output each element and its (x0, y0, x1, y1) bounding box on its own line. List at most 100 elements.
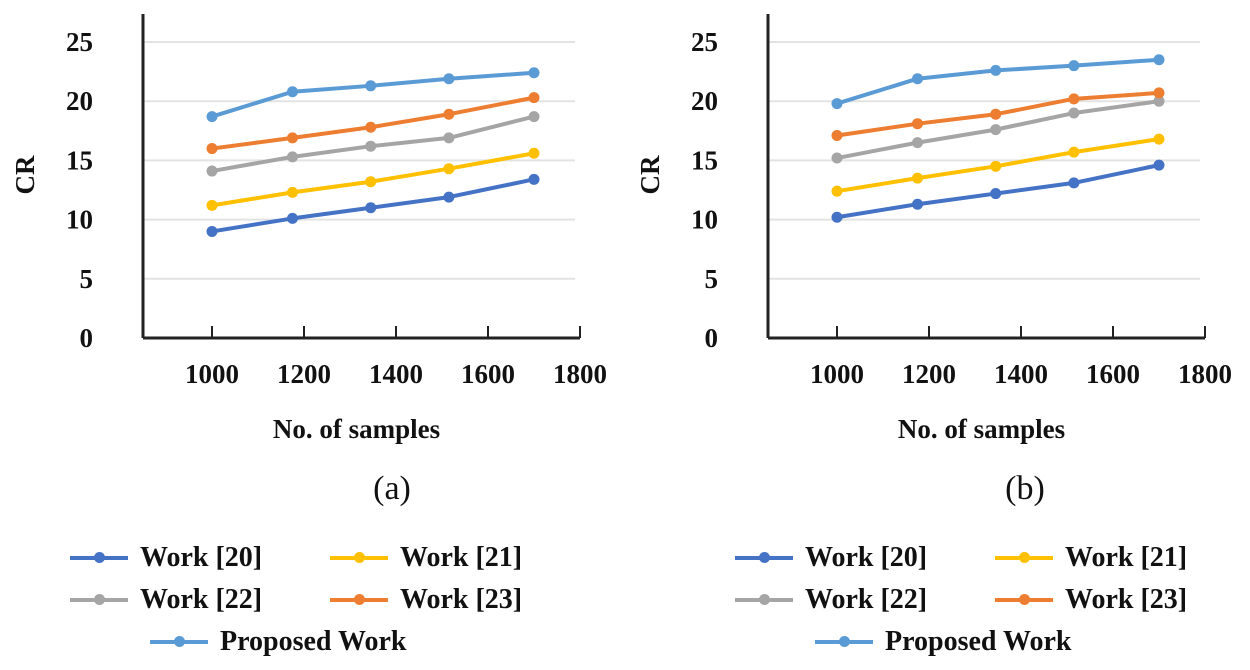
legend-swatch (735, 594, 793, 605)
y-axis-title: CR (635, 155, 665, 194)
y-tick-label: 10 (66, 205, 93, 235)
x-tick-label: 1400 (369, 359, 423, 389)
data-point-2-0 (831, 152, 843, 164)
data-point-2-4 (528, 111, 540, 123)
data-point-0-3 (1068, 177, 1080, 189)
legend-label: Proposed Work (885, 626, 1072, 657)
legend-swatch (995, 594, 1053, 605)
data-point-3-2 (365, 121, 377, 133)
legend-b: Work [20] Work [21] Work [22] Work [23] … (725, 530, 1250, 670)
data-point-3-1 (912, 118, 923, 130)
data-point-4-4 (528, 67, 540, 79)
data-point-2-1 (912, 137, 923, 149)
data-point-4-2 (365, 80, 377, 92)
legend-item-work-22: Work [22] (735, 582, 927, 618)
legend-swatch (735, 552, 793, 563)
y-tick-label: 20 (691, 86, 718, 116)
data-point-1-3 (1068, 146, 1080, 158)
legend-swatch (815, 636, 873, 647)
data-point-3-3 (1068, 93, 1080, 105)
x-tick-label: 1400 (994, 359, 1048, 389)
x-tick-label: 1600 (461, 359, 515, 389)
y-tick-label: 20 (66, 86, 93, 116)
y-tick-label: 25 (66, 27, 93, 57)
x-tick-label: 1200 (902, 359, 956, 389)
data-point-0-0 (206, 225, 218, 237)
chart-panel-b: 1000 1200 1400 1600 1800 0 5 10 15 20 25 No. of sam… (625, 0, 1250, 670)
legend-item-work-20: Work [20] (70, 540, 262, 576)
data-point-3-4 (1153, 87, 1165, 99)
data-point-3-2 (990, 108, 1002, 120)
data-point-3-0 (831, 130, 843, 142)
data-point-2-4 (1153, 95, 1165, 107)
legend-swatch (330, 552, 388, 563)
legend-label: Proposed Work (220, 626, 407, 657)
y-tick-label: 25 (691, 27, 718, 57)
data-point-0-2 (990, 188, 1002, 200)
data-point-1-4 (1153, 133, 1165, 145)
data-point-1-2 (365, 176, 377, 188)
data-point-0-1 (912, 198, 923, 210)
data-point-4-2 (990, 64, 1002, 76)
data-point-4-1 (912, 73, 923, 85)
data-point-2-3 (443, 132, 455, 144)
y-tick-label: 5 (80, 264, 94, 294)
legend-label: Work [21] (1065, 542, 1188, 573)
data-point-4-1 (287, 86, 298, 98)
legend-swatch (70, 552, 128, 563)
data-point-1-1 (912, 172, 923, 184)
data-point-2-0 (206, 165, 218, 177)
x-tick-label: 1800 (1178, 359, 1232, 389)
legend-item-work-21: Work [21] (330, 540, 522, 576)
legend-item-work-22: Work [22] (70, 582, 262, 618)
data-point-1-4 (528, 147, 540, 159)
legend-swatch (70, 594, 128, 605)
data-point-1-0 (206, 199, 218, 211)
series-line-4 (211, 70, 535, 119)
data-point-0-1 (287, 212, 298, 224)
y-axis-title: CR (10, 155, 40, 194)
x-tick-label: 1600 (1086, 359, 1140, 389)
data-point-0-4 (528, 173, 540, 185)
panel-caption-a: (a) (373, 470, 411, 507)
data-point-3-1 (287, 132, 298, 144)
y-tick-label: 10 (691, 205, 718, 235)
legend-label: Work [20] (805, 542, 928, 573)
line-chart-b: 1000 1200 1400 1600 1800 0 5 10 15 20 25 No. of sam… (635, 14, 1232, 444)
data-point-0-0 (831, 211, 843, 223)
legend-item-proposed-work: Proposed Work (815, 624, 1071, 660)
chart-panel-a: 1000 1200 1400 1600 1800 0 5 10 15 20 25 No. of sam… (10, 14, 607, 660)
legend-label: Work [20] (140, 542, 263, 573)
data-point-4-3 (443, 73, 455, 85)
x-tick-label: 1000 (185, 359, 239, 389)
data-point-1-2 (990, 160, 1002, 172)
data-point-0-3 (443, 191, 455, 203)
y-tick-label: 15 (691, 145, 718, 175)
panel-caption-b: (b) (1005, 470, 1045, 507)
data-point-4-3 (1068, 60, 1080, 72)
data-point-0-4 (1153, 159, 1165, 171)
legend-item-proposed-work: Proposed Work (150, 624, 406, 660)
data-point-2-2 (365, 140, 377, 152)
legend-item-work-21: Work [21] (995, 540, 1187, 576)
x-tick-label: 1800 (553, 359, 607, 389)
legend-swatch (995, 552, 1053, 563)
data-point-0-2 (365, 202, 377, 214)
data-point-3-4 (528, 92, 540, 104)
legend-swatch (330, 594, 388, 605)
legend-item-work-23: Work [23] (330, 582, 522, 618)
data-point-4-4 (1153, 54, 1165, 66)
y-tick-label: 0 (705, 323, 719, 353)
legend-label: Work [23] (400, 584, 523, 615)
x-axis-title: No. of samples (898, 414, 1065, 444)
data-point-2-1 (287, 151, 298, 163)
legend-label: Work [21] (400, 542, 523, 573)
data-point-4-0 (831, 98, 843, 110)
legend-label: Work [22] (805, 584, 928, 615)
data-point-1-1 (287, 186, 298, 198)
line-chart-a: 1000 1200 1400 1600 1800 0 5 10 15 20 25 No. of sam… (10, 14, 607, 444)
legend-swatch (150, 636, 208, 647)
y-tick-label: 0 (80, 323, 94, 353)
data-point-1-3 (443, 163, 455, 175)
data-point-3-0 (206, 143, 218, 155)
